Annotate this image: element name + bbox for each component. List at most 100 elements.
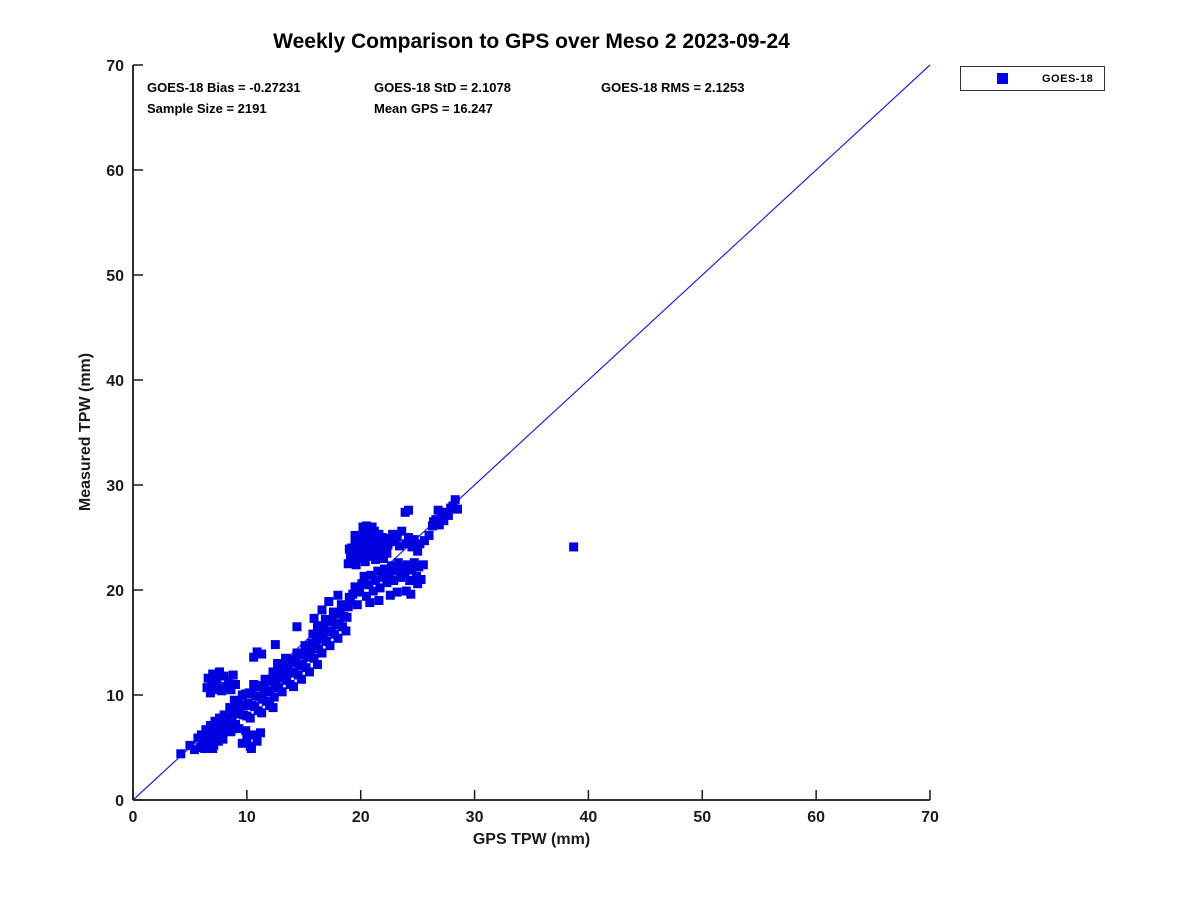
scatter-point	[208, 669, 218, 679]
scatter-point	[317, 605, 327, 615]
scatter-point	[257, 649, 267, 659]
scatter-point	[210, 716, 220, 726]
scatter-point	[384, 569, 394, 579]
scatter-point	[409, 558, 419, 568]
scatter-point	[359, 528, 369, 538]
scatter-point	[249, 730, 259, 740]
scatter-point	[355, 587, 365, 597]
scatter-point	[361, 521, 371, 531]
scatter-point	[392, 531, 402, 541]
scatter-point	[341, 626, 351, 636]
scatter-point	[227, 714, 237, 724]
scatter-point	[208, 744, 218, 754]
scatter-point	[409, 535, 419, 545]
scatter-point	[257, 708, 267, 718]
scatter-point	[277, 687, 287, 697]
scatter-point	[373, 566, 383, 576]
scatter-point	[189, 745, 199, 755]
scatter-point	[219, 671, 229, 681]
scatter-point	[343, 602, 353, 612]
scatter-point	[215, 713, 225, 723]
scatter-point	[352, 600, 362, 610]
scatter-point	[342, 612, 352, 622]
scatter-point	[414, 562, 424, 572]
scatter-point	[202, 683, 212, 693]
y-tick-label: 60	[106, 163, 124, 180]
scatter-point	[433, 505, 443, 515]
scatter-point	[364, 531, 374, 541]
scatter-point	[439, 516, 449, 526]
scatter-point	[221, 718, 231, 728]
scatter-point	[226, 685, 236, 695]
scatter-point	[200, 744, 210, 754]
x-tick-label: 50	[693, 809, 711, 826]
stat-std: GOES-18 StD = 2.1078	[374, 80, 511, 95]
legend-box: GOES-18	[960, 66, 1105, 91]
scatter-point	[393, 558, 403, 568]
scatter-point	[242, 733, 252, 743]
y-tick-label: 0	[115, 793, 124, 810]
scatter-point	[312, 660, 322, 670]
scatter-point	[356, 554, 366, 563]
scatter-point	[360, 557, 370, 567]
scatter-point	[452, 504, 462, 514]
scatter-point	[207, 735, 217, 745]
scatter-point	[245, 713, 255, 723]
scatter-point	[402, 560, 412, 570]
scatter-point	[371, 555, 381, 565]
scatter-point	[415, 539, 425, 549]
scatter-point	[333, 633, 343, 643]
scatter-point	[401, 539, 411, 549]
scatter-point	[292, 622, 302, 632]
scatter-point	[391, 566, 401, 576]
scatter-point	[419, 536, 429, 546]
scatter-point	[218, 734, 228, 744]
scatter-point	[569, 542, 579, 552]
scatter-point	[234, 724, 244, 734]
scatter-point	[388, 529, 398, 539]
scatter-point	[359, 571, 369, 581]
scatter-point	[333, 590, 343, 600]
scatter-point	[200, 733, 210, 743]
scatter-point	[268, 703, 278, 713]
scatter-point	[397, 526, 407, 536]
scatter-point	[252, 647, 262, 657]
scatter-point	[371, 576, 381, 586]
scatter-point	[221, 682, 231, 692]
x-tick-label: 10	[238, 809, 256, 826]
scatter-point	[374, 596, 384, 605]
scatter-point	[205, 720, 215, 730]
scatter-point	[237, 738, 247, 748]
scatter-point	[383, 540, 393, 550]
scatter-point	[266, 687, 276, 697]
scatter-point	[366, 551, 376, 561]
x-tick-label: 30	[466, 809, 484, 826]
y-tick-label: 70	[106, 58, 124, 75]
scatter-point	[413, 546, 423, 556]
scatter-point	[378, 554, 388, 563]
scatter-point	[367, 522, 377, 532]
scatter-point	[375, 583, 385, 593]
y-tick-label: 20	[106, 583, 124, 600]
scatter-point	[350, 582, 360, 592]
scatter-point	[348, 589, 358, 599]
scatter-point	[241, 726, 251, 736]
legend-square-marker-icon	[997, 73, 1008, 84]
scatter-point	[207, 678, 217, 688]
scatter-point	[394, 541, 404, 551]
scatter-point	[203, 673, 213, 683]
scatter-point	[309, 653, 319, 663]
y-tick-label: 40	[106, 373, 124, 390]
scatter-point	[404, 505, 414, 515]
scatter-point	[389, 576, 399, 586]
stat-sample-size: Sample Size = 2191	[147, 101, 267, 116]
scatter-point	[212, 724, 222, 734]
scatter-point	[392, 587, 402, 597]
scatter-point	[450, 495, 460, 505]
scatter-point	[361, 548, 371, 558]
scatter-point	[404, 533, 414, 542]
scatter-point	[224, 676, 234, 686]
y-tick-label: 50	[106, 268, 124, 285]
